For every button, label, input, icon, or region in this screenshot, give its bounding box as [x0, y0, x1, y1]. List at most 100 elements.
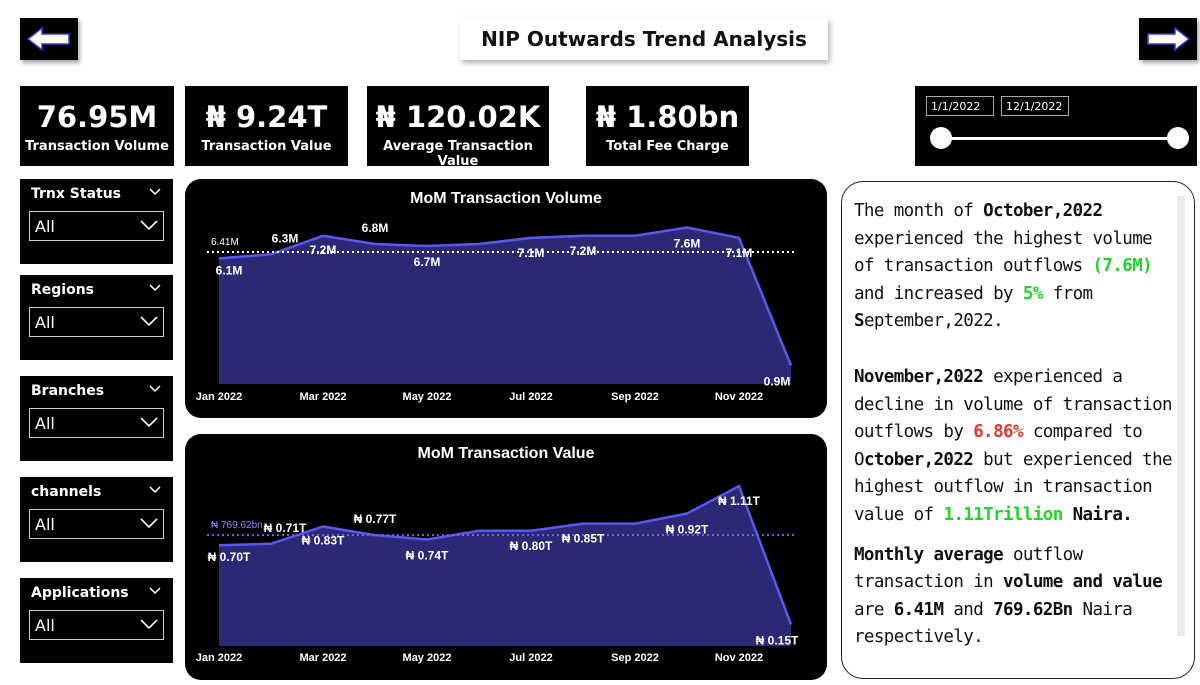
- data-point[interactable]: [685, 512, 689, 516]
- data-point[interactable]: [373, 242, 377, 246]
- slicer-branches: Branches All: [20, 376, 173, 461]
- data-point[interactable]: [217, 256, 221, 260]
- data-point[interactable]: [477, 529, 481, 533]
- data-label: 7.6M: [674, 237, 701, 251]
- data-point[interactable]: [477, 242, 481, 246]
- chevron-down-icon: [140, 619, 158, 630]
- x-tick-label: May 2022: [403, 391, 452, 403]
- dropdown-value: All: [35, 414, 55, 433]
- data-point[interactable]: [789, 363, 793, 367]
- data-label: 6.1M: [216, 263, 243, 277]
- start-date-input[interactable]: 1/1/2022: [926, 96, 994, 116]
- slicer-dropdown[interactable]: All: [29, 211, 164, 241]
- data-label: ₦ 0.71T: [264, 521, 307, 535]
- slicer-title: Applications: [20, 578, 173, 601]
- series-line: [218, 484, 793, 625]
- data-label: 6.3M: [272, 231, 299, 245]
- x-tick-label: Jan 2022: [196, 652, 242, 664]
- chevron-down-icon[interactable]: [149, 385, 161, 393]
- value-chart: MoM Transaction Value ₦ 769.62bn ₦ 0.70T ₦ …: [185, 434, 827, 680]
- dropdown-value: All: [35, 515, 55, 534]
- x-tick-label: Jul 2022: [509, 652, 552, 664]
- data-label: 7.1M: [726, 246, 753, 260]
- dropdown-value: All: [35, 313, 55, 332]
- data-point[interactable]: [425, 537, 429, 541]
- chart-title: MoM Transaction Value: [418, 445, 595, 462]
- data-point[interactable]: [737, 236, 741, 240]
- slicer-title: channels: [20, 477, 173, 500]
- back-button[interactable]: [20, 18, 78, 60]
- arrow-left-icon: [26, 26, 70, 52]
- chevron-down-icon[interactable]: [149, 587, 161, 595]
- date-slider-track[interactable]: [943, 137, 1177, 140]
- chart-title: MoM Transaction Volume: [410, 190, 602, 207]
- data-point[interactable]: [789, 622, 793, 626]
- data-point[interactable]: [581, 522, 585, 526]
- x-tick-label: Nov 2022: [715, 391, 763, 403]
- slicer-dropdown[interactable]: All: [29, 408, 164, 438]
- insight-paragraph-2: November,2022 experienced a decline in v…: [854, 366, 1173, 525]
- slicer-dropdown[interactable]: All: [29, 610, 164, 640]
- slicer-title: Trnx Status: [20, 179, 173, 202]
- data-point[interactable]: [321, 524, 325, 528]
- insights-panel: The month of October,2022 experienced th…: [841, 181, 1195, 679]
- kpi-label: Total Fee Charge: [606, 139, 729, 154]
- kpi-value: ₦ 9.24T: [205, 100, 328, 134]
- data-point[interactable]: [581, 234, 585, 238]
- data-label: ₦ 0.83T: [302, 533, 345, 547]
- data-point[interactable]: [269, 542, 273, 546]
- data-point[interactable]: [321, 234, 325, 238]
- volume-chart: MoM Transaction Volume 6.41M 6.1M 6.3M 7.2M 6…: [185, 179, 827, 418]
- kpi-label: Transaction Volume: [25, 139, 169, 154]
- page-title: NIP Outwards Trend Analysis: [460, 18, 828, 60]
- data-point[interactable]: [737, 484, 741, 488]
- chevron-down-icon: [140, 417, 158, 428]
- kpi-transaction-value: ₦ 9.24T Transaction Value: [185, 86, 348, 166]
- slicer-title: Regions: [20, 275, 173, 298]
- chevron-down-icon[interactable]: [149, 284, 161, 292]
- x-tick-label: Mar 2022: [299, 391, 346, 403]
- insights-scrollbar[interactable]: [1177, 196, 1185, 636]
- data-point[interactable]: [633, 522, 637, 526]
- average-label: 6.41M: [211, 237, 239, 248]
- data-point[interactable]: [217, 543, 221, 547]
- slicer-dropdown[interactable]: All: [29, 509, 164, 539]
- x-tick-label: Sep 2022: [611, 391, 659, 403]
- kpi-value: 76.95M: [36, 100, 158, 134]
- volume-chart-svg: MoM Transaction Volume 6.41M 6.1M 6.3M 7.2M 6…: [196, 190, 797, 403]
- chevron-down-icon: [140, 316, 158, 327]
- end-date-input[interactable]: 12/1/2022: [1001, 96, 1069, 116]
- x-tick-label: May 2022: [403, 652, 452, 664]
- data-label: 7.2M: [570, 244, 597, 258]
- data-label: ₦ 0.77T: [354, 512, 397, 526]
- data-point[interactable]: [685, 226, 689, 230]
- insight-paragraph-3: Monthly average outflow transaction in v…: [854, 544, 1163, 648]
- data-label: 7.1M: [518, 246, 545, 260]
- data-label: ₦ 1.11T: [718, 494, 761, 508]
- data-label: ₦ 0.74T: [406, 548, 449, 562]
- data-point[interactable]: [425, 244, 429, 248]
- area-fill: [219, 227, 791, 384]
- dropdown-value: All: [35, 217, 55, 236]
- kpi-label: Transaction Value: [201, 139, 332, 154]
- area-fill: [219, 486, 791, 646]
- kpi-total-fee-charge: ₦ 1.80bn Total Fee Charge: [586, 86, 749, 166]
- data-label: 0.9M: [764, 374, 791, 388]
- data-label: ₦ 0.92T: [666, 523, 709, 537]
- chevron-down-icon[interactable]: [149, 486, 161, 494]
- data-label: ₦ 0.15T: [756, 633, 799, 647]
- slicer-dropdown[interactable]: All: [29, 307, 164, 337]
- x-tick-label: Jan 2022: [196, 391, 242, 403]
- data-point[interactable]: [529, 529, 533, 533]
- insights-text: The month of October,2022 experienced th…: [854, 198, 1174, 652]
- data-label: 6.8M: [362, 221, 389, 235]
- slicer-applications: Applications All: [20, 578, 173, 663]
- data-point[interactable]: [529, 236, 533, 240]
- slicer-regions: Regions All: [20, 275, 173, 360]
- kpi-value: ₦ 1.80bn: [595, 100, 740, 134]
- data-point[interactable]: [633, 234, 637, 238]
- date-slider-end-handle[interactable]: [1167, 127, 1189, 149]
- chevron-down-icon[interactable]: [149, 188, 161, 196]
- date-slider-start-handle[interactable]: [930, 127, 952, 149]
- forward-button[interactable]: [1139, 18, 1197, 60]
